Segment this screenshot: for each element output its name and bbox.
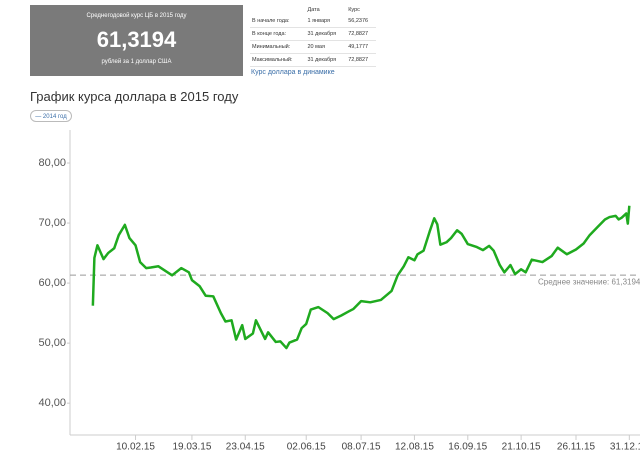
x-tick-label: 08.07.15: [342, 442, 381, 453]
table-row: В начале года: 1 января 56,2376: [250, 15, 376, 28]
prev-year-button[interactable]: — 2014 год: [30, 110, 72, 122]
y-tick-label: 60,00: [38, 277, 66, 289]
table-cell: В конце года:: [250, 27, 306, 41]
y-tick-label: 70,00: [38, 217, 66, 229]
table-cell: 1 января: [305, 15, 347, 28]
x-tick-label: 19.03.15: [172, 442, 211, 453]
table-cell: 72,8827: [346, 27, 376, 41]
summary-box: Среднегодовой курс ЦБ в 2015 году 61,319…: [30, 5, 243, 76]
x-tick-label: 02.06.15: [287, 442, 326, 453]
x-tick-label: 26.11.15: [557, 442, 596, 453]
x-tick-label: 31.12.15: [610, 442, 640, 453]
summary-value: 61,3194: [96, 27, 177, 52]
x-tick-label: 21.10.15: [502, 442, 541, 453]
table-cell: 31 декабря: [305, 27, 347, 41]
y-tick-label: 50,00: [38, 337, 66, 349]
summary-title: Среднегодовой курс ЦБ в 2015 году: [86, 13, 187, 19]
table-header-cell: Дата: [307, 7, 320, 13]
x-tick-label: 23.04.15: [226, 442, 265, 453]
summary-unit: рублей за 1 доллар США: [101, 59, 172, 65]
y-tick-label: 40,00: [38, 397, 66, 409]
table-header-cell: Курс: [348, 7, 360, 13]
table-cell: Максимальный:: [250, 53, 306, 67]
table-header-row: Дата Курс: [250, 5, 376, 15]
average-label: Среднее значение: 61,3194: [538, 277, 640, 286]
table-cell: 31 декабря: [305, 53, 347, 67]
chart-title: График курса доллара в 2015 году: [30, 89, 239, 104]
table-row: Минимальный: 20 мая 49,1777: [250, 40, 376, 54]
dynamics-link[interactable]: Курс доллара в динамике: [251, 69, 335, 76]
table-header-cell: [250, 5, 305, 15]
table-cell: 56,2376: [346, 15, 376, 28]
table-cell: Минимальный:: [250, 40, 306, 54]
table-cell: 20 мая: [305, 40, 347, 54]
table-cell: 72,8827: [346, 53, 376, 67]
x-tick-label: 16.09.15: [448, 442, 487, 453]
table-cell: 49,1777: [346, 40, 376, 54]
y-tick-label: 80,00: [38, 157, 66, 169]
table-row: В конце года: 31 декабря 72,8827: [250, 27, 376, 41]
rate-table: Дата Курс В начале года: 1 января 56,2376 В к…: [250, 5, 376, 67]
x-tick-label: 10.02.15: [116, 442, 155, 453]
rate-line: [91, 205, 631, 350]
x-tick-label: 12.08.15: [395, 442, 434, 453]
table-cell: В начале года:: [250, 15, 306, 28]
table-row: Максимальный: 31 декабря 72,8827: [250, 53, 376, 67]
